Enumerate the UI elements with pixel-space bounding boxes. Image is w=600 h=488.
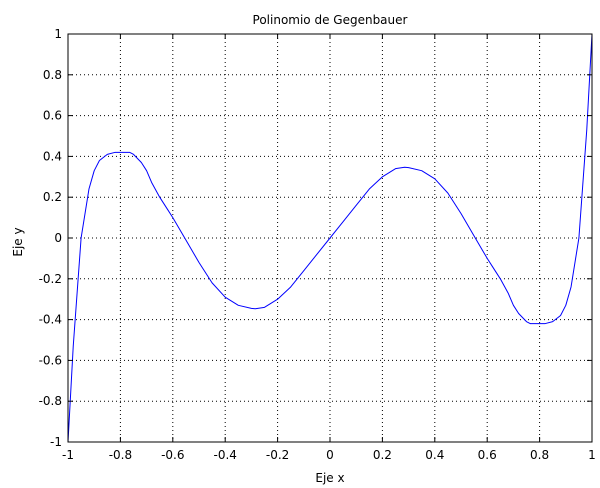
x-tick-label: 0.2 (373, 448, 392, 462)
y-tick-label: -1 (50, 435, 62, 449)
series-layer (67, 33, 593, 443)
x-tick-label: -0.4 (213, 448, 236, 462)
series-line (67, 33, 593, 443)
x-axis-label: Eje x (315, 471, 344, 485)
y-tick-label: -0.2 (39, 272, 62, 286)
x-tick-label: 0 (326, 448, 334, 462)
x-tick-label: -0.2 (266, 448, 289, 462)
x-tick-label: 0.6 (478, 448, 497, 462)
x-tick-label: -1 (62, 448, 74, 462)
y-tick-label: 0.6 (43, 109, 62, 123)
y-tick-label: 0.8 (43, 68, 62, 82)
y-tick-label: 0.2 (43, 190, 62, 204)
ticks (67, 33, 593, 443)
y-tick-label: 0.4 (43, 149, 62, 163)
y-axis-label: Eje y (11, 227, 25, 256)
x-tick-label: 0.8 (530, 448, 549, 462)
y-tick-label: -0.8 (39, 394, 62, 408)
y-tick-label: -0.4 (39, 313, 62, 327)
chart-title: Polinomio de Gegenbauer (253, 13, 408, 27)
y-tick-label: 0 (54, 231, 62, 245)
y-tick-label: -0.6 (39, 353, 62, 367)
x-tick-label: 1 (588, 448, 596, 462)
y-tick-label: 1 (54, 27, 62, 41)
x-tick-label: 0.4 (425, 448, 444, 462)
x-tick-label: -0.6 (161, 448, 184, 462)
x-tick-label: -0.8 (109, 448, 132, 462)
tick-labels: -1 -0.8 -0.6 -0.4 -0.2 0 0.2 0.4 0.6 0.8 1 -1 -0.8 -0… (39, 27, 596, 462)
